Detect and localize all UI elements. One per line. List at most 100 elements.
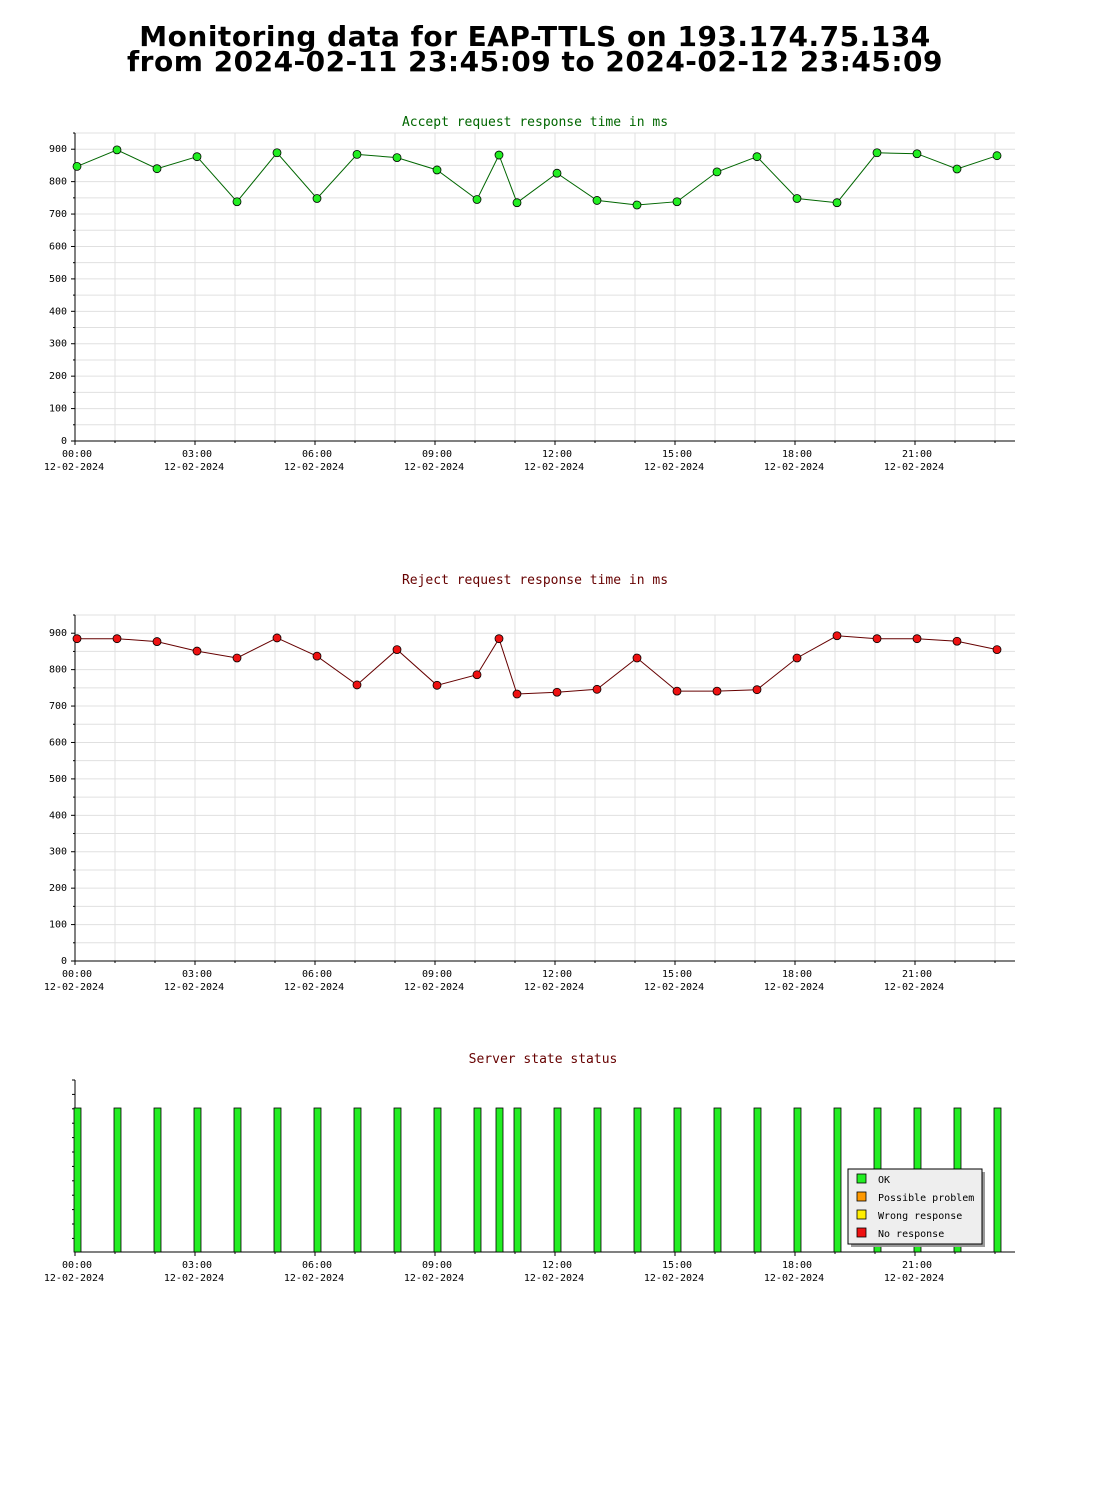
accept-data-point — [472, 195, 482, 204]
page-title-line-1: Monitoring data for EAP-TTLS on 193.174.… — [139, 20, 931, 53]
status-x-tick-label-date: 12-02-2024 — [524, 1273, 584, 1284]
status-status-bar — [673, 1107, 682, 1253]
accept-data-point — [494, 150, 504, 160]
reject-x-tick-label-time: 06:00 — [302, 969, 332, 980]
accept-x-tick-label-date: 12-02-2024 — [524, 462, 584, 473]
reject-data-point — [112, 634, 122, 644]
reject-x-tick-label-date: 12-02-2024 — [284, 982, 344, 993]
status-status-bar — [153, 1107, 162, 1253]
status-status-bar — [993, 1107, 1002, 1253]
accept-data-point — [912, 149, 922, 159]
status-x-tick-label-time: 15:00 — [662, 1260, 692, 1271]
reject-x-tick-label-time: 21:00 — [902, 969, 932, 980]
accept-data-point — [432, 165, 442, 175]
accept-x-tick-label-time: 15:00 — [662, 449, 692, 460]
reject-x-tick-label-time: 12:00 — [542, 969, 572, 980]
accept-data-point — [672, 197, 682, 207]
accept-data-point — [72, 161, 82, 171]
reject-y-tick-label: 300 — [49, 847, 67, 858]
reject-y-tick-label: 0 — [61, 956, 67, 967]
accept-data-point — [312, 194, 322, 203]
reject-data-point — [792, 653, 802, 663]
reject-data-point — [392, 645, 402, 654]
accept-data-point — [112, 145, 122, 155]
status-status-bar — [593, 1107, 602, 1253]
reject-data-point — [472, 670, 482, 680]
accept-chart-title: Accept request response time in ms — [402, 115, 668, 130]
accept-x-tick-label-date: 12-02-2024 — [404, 462, 464, 473]
status-x-tick-label-date: 12-02-2024 — [44, 1273, 104, 1284]
reject-data-point — [432, 680, 442, 690]
page-title: Monitoring data for EAP-TTLS on 193.174.… — [0, 20, 1070, 78]
status-x-tick-label-date: 12-02-2024 — [764, 1273, 824, 1284]
accept-y-tick-label: 100 — [49, 404, 67, 415]
reject-data-point — [752, 685, 762, 695]
status-x-tick-label-date: 12-02-2024 — [644, 1273, 704, 1284]
accept-x-tick-label-date: 12-02-2024 — [284, 462, 344, 473]
accept-data-point — [832, 198, 842, 208]
status-legend-label: No response — [878, 1229, 944, 1240]
status-legend-swatch — [856, 1227, 867, 1238]
accept-y-tick-label: 700 — [49, 209, 67, 220]
accept-data-point — [352, 149, 362, 159]
accept-y-tick-label: 900 — [49, 144, 67, 155]
accept-data-point — [592, 196, 602, 205]
reject-data-point — [592, 684, 602, 694]
reject-x-tick-label-time: 00:00 — [62, 969, 92, 980]
accept-x-tick-label-time: 21:00 — [902, 449, 932, 460]
reject-x-tick-label-date: 12-02-2024 — [884, 982, 944, 993]
reject-x-tick-label-date: 12-02-2024 — [644, 982, 704, 993]
accept-data-point — [792, 194, 802, 203]
reject-data-point — [672, 686, 682, 696]
status-status-bar — [113, 1107, 122, 1253]
status-x-tick-label-time: 06:00 — [302, 1260, 332, 1271]
accept-data-point — [952, 164, 962, 174]
status-x-tick-label-date: 12-02-2024 — [164, 1273, 224, 1284]
status-status-bar — [473, 1107, 482, 1253]
reject-data-point — [952, 636, 962, 646]
page-title-line-2: from 2024-02-11 23:45:09 to 2024-02-12 2… — [126, 45, 944, 78]
status-status-bar — [393, 1107, 402, 1253]
reject-data-point — [312, 651, 322, 661]
reject-x-tick-label-date: 12-02-2024 — [764, 982, 824, 993]
accept-data-point — [712, 167, 722, 177]
accept-x-tick-label-time: 09:00 — [422, 449, 452, 460]
accept-y-tick-label: 200 — [49, 371, 67, 382]
accept-data-point — [152, 164, 162, 174]
reject-y-tick-label: 800 — [49, 665, 67, 676]
accept-data-point — [552, 168, 562, 178]
accept-y-tick-label: 800 — [49, 177, 67, 188]
status-status-bar — [233, 1107, 242, 1253]
accept-y-tick-label: 500 — [49, 274, 67, 285]
reject-x-tick-label-date: 12-02-2024 — [524, 982, 584, 993]
reject-data-point — [72, 634, 82, 644]
accept-y-tick-label: 600 — [49, 241, 67, 252]
reject-data-point — [232, 653, 242, 663]
accept-data-point — [632, 200, 642, 210]
reject-chart-title: Reject request response time in ms — [402, 573, 668, 588]
accept-y-tick-label: 0 — [61, 436, 67, 447]
reject-y-tick-label: 100 — [49, 920, 67, 931]
accept-x-tick-label-time: 12:00 — [542, 449, 572, 460]
reject-y-tick-label: 500 — [49, 774, 67, 785]
status-x-tick-label-time: 18:00 — [782, 1260, 812, 1271]
status-status-bar — [833, 1107, 842, 1253]
status-legend-swatch — [856, 1173, 867, 1184]
reject-data-point — [512, 689, 522, 699]
accept-x-tick-label-date: 12-02-2024 — [44, 462, 104, 473]
accept-data-point — [192, 152, 202, 162]
reject-y-tick-label: 700 — [49, 701, 67, 712]
reject-x-tick-label-time: 03:00 — [182, 969, 212, 980]
status-status-bar — [353, 1107, 362, 1253]
status-status-bar — [273, 1107, 282, 1253]
accept-data-point — [232, 197, 242, 207]
accept-data-point — [992, 151, 1002, 161]
reject-data-point — [552, 687, 562, 697]
reject-data-point — [992, 645, 1002, 654]
status-status-bar — [553, 1107, 562, 1253]
status-legend-swatch — [856, 1191, 867, 1202]
reject-x-tick-label-time: 18:00 — [782, 969, 812, 980]
reject-x-tick-label-time: 15:00 — [662, 969, 692, 980]
reject-data-point — [152, 637, 162, 646]
